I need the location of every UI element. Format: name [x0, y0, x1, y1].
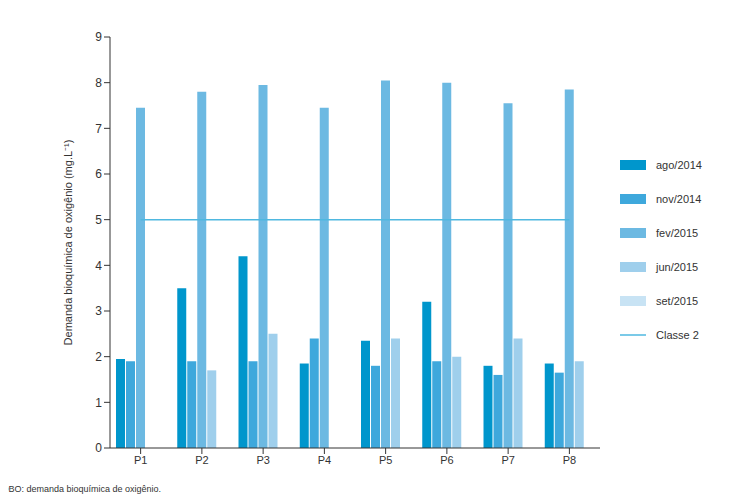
svg-text:8: 8	[95, 76, 102, 90]
svg-text:P1: P1	[134, 454, 147, 466]
svg-text:6: 6	[95, 167, 102, 181]
svg-text:P4: P4	[318, 454, 331, 466]
svg-text:P6: P6	[440, 454, 453, 466]
svg-text:9: 9	[95, 30, 102, 44]
svg-text:P7: P7	[501, 454, 514, 466]
svg-text:2: 2	[95, 350, 102, 364]
svg-text:5: 5	[95, 213, 102, 227]
svg-text:P3: P3	[256, 454, 269, 466]
html-text:DBO: demanda bioquímica de oxi: DBO: demanda bioquímica de oxigênio.	[2, 484, 162, 494]
html-text:set/2015: set/2015	[656, 295, 699, 307]
svg-text:P5: P5	[379, 454, 392, 466]
html-text:jun/2015: jun/2015	[656, 261, 699, 273]
svg-text:3: 3	[95, 304, 102, 318]
svg-text:4: 4	[95, 259, 102, 273]
html-text:ago/2014: ago/2014	[656, 159, 702, 171]
svg-text:7: 7	[95, 122, 102, 136]
svg-text:P8: P8	[563, 454, 576, 466]
html-text:fev/2015: fev/2015	[656, 227, 699, 239]
svg-text:1: 1	[95, 396, 102, 410]
svg-text:0: 0	[95, 441, 102, 455]
svg-text:P2: P2	[195, 454, 208, 466]
html-text:Classe 2: Classe 2	[656, 329, 699, 341]
svg-text:Demanda bioquímica de oxigênio: Demanda bioquímica de oxigênio (mg.L⁻¹)	[62, 140, 74, 346]
html-text:nov/2014: nov/2014	[656, 193, 702, 205]
